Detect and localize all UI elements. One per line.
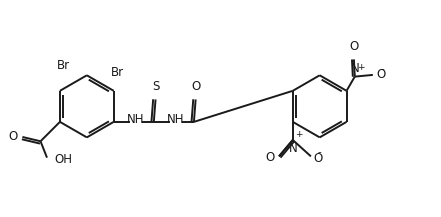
Text: O: O [349,40,359,53]
Text: Br: Br [57,59,71,72]
Text: O: O [191,80,200,93]
Text: +: + [295,130,303,139]
Text: O: O [314,152,323,164]
Text: O: O [376,68,385,81]
Text: -: - [318,147,321,157]
Text: OH: OH [55,153,73,166]
Text: O: O [9,130,18,143]
Text: S: S [152,80,159,93]
Text: NH: NH [127,113,145,126]
Text: O: O [265,151,275,164]
Text: +: + [357,63,364,72]
Text: N: N [288,142,297,155]
Text: Br: Br [111,66,124,79]
Text: -: - [381,64,384,74]
Text: NH: NH [167,113,184,126]
Text: N: N [351,62,359,75]
